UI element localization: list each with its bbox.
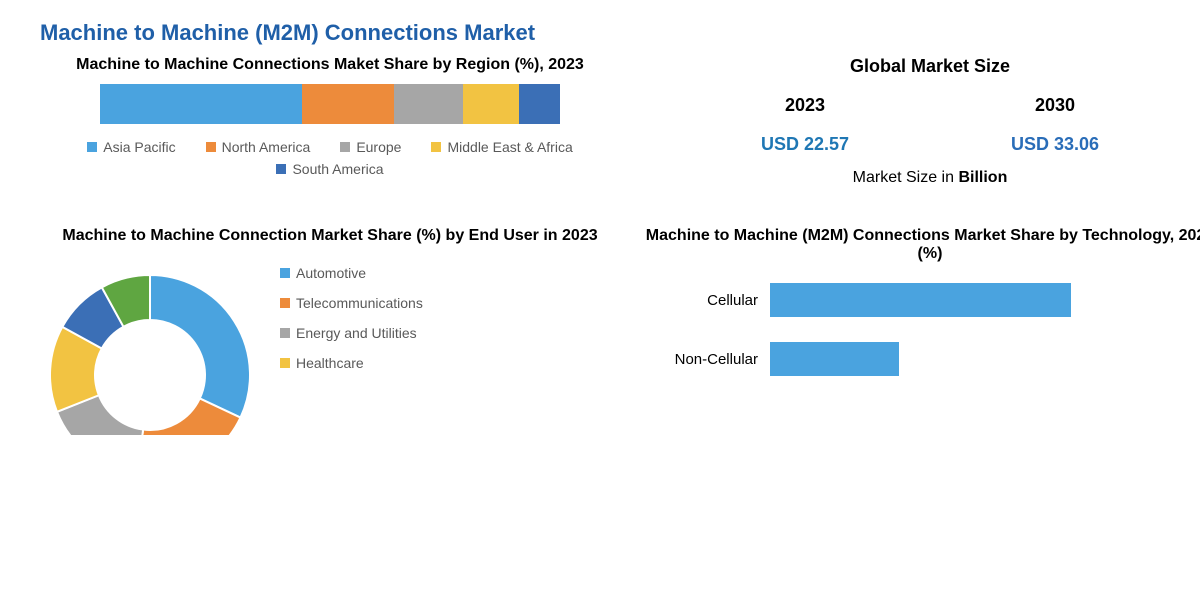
hbar-label: Cellular: [660, 292, 770, 309]
enduser-legend-item: Healthcare: [280, 355, 423, 371]
enduser-chart-title: Machine to Machine Connection Market Sha…: [40, 227, 620, 245]
legend-swatch: [206, 142, 216, 152]
year-2030: 2030: [1035, 95, 1075, 116]
legend-swatch: [431, 142, 441, 152]
region-chart: Machine to Machine Connections Maket Sha…: [40, 56, 620, 187]
hbar-fill: [770, 342, 899, 376]
region-seg-north-america: [302, 84, 394, 124]
region-legend-item: North America: [206, 139, 311, 155]
hbar-track: [770, 283, 1200, 317]
enduser-legend-item: Automotive: [280, 265, 423, 281]
donut-slice: [150, 275, 250, 418]
region-legend-item: Europe: [340, 139, 401, 155]
legend-label: North America: [222, 139, 311, 155]
legend-swatch: [276, 164, 286, 174]
unit-prefix: Market Size in: [853, 169, 959, 186]
main-title: Machine to Machine (M2M) Connections Mar…: [40, 20, 1160, 46]
unit-bold: Billion: [958, 169, 1007, 186]
hbar-label: Non-Cellular: [660, 351, 770, 368]
legend-label: Middle East & Africa: [447, 139, 572, 155]
hbar-fill: [770, 283, 1071, 317]
value-2023: USD 22.57: [761, 134, 849, 155]
enduser-legend-item: Energy and Utilities: [280, 325, 423, 341]
legend-label: Automotive: [296, 265, 366, 281]
hbar-row: Non-Cellular: [660, 342, 1200, 376]
technology-chart: Machine to Machine (M2M) Connections Mar…: [640, 227, 1200, 435]
layout-grid: Machine to Machine Connections Maket Sha…: [40, 56, 1160, 435]
legend-label: Asia Pacific: [103, 139, 175, 155]
technology-hbar-chart: Cellular Non-Cellular: [640, 273, 1200, 376]
region-seg-middle-east-africa: [463, 84, 518, 124]
legend-label: South America: [292, 161, 383, 177]
market-size-header: Global Market Size: [680, 56, 1180, 77]
legend-swatch: [280, 268, 290, 278]
enduser-legend-item: Telecommunications: [280, 295, 423, 311]
enduser-legend: Automotive Telecommunications Energy and U…: [280, 255, 423, 371]
market-size-years: 2023 2030: [680, 95, 1180, 116]
market-size-panel: Global Market Size 2023 2030 USD 22.57 U…: [640, 56, 1200, 187]
legend-swatch: [280, 298, 290, 308]
enduser-donut-section: Automotive Telecommunications Energy and U…: [40, 255, 620, 435]
legend-label: Energy and Utilities: [296, 325, 417, 341]
legend-label: Healthcare: [296, 355, 364, 371]
donut-svg: [40, 255, 260, 435]
hbar-track: [770, 342, 1200, 376]
region-legend: Asia Pacific North America Europe Middle Ea…: [40, 139, 620, 177]
enduser-chart: Machine to Machine Connection Market Sha…: [40, 227, 620, 435]
region-chart-title: Machine to Machine Connections Maket Sha…: [40, 56, 620, 74]
region-legend-item: Middle East & Africa: [431, 139, 572, 155]
legend-swatch: [340, 142, 350, 152]
technology-chart-title: Machine to Machine (M2M) Connections Mar…: [640, 227, 1200, 263]
region-seg-europe: [394, 84, 463, 124]
region-seg-south-america: [519, 84, 560, 124]
region-legend-item: Asia Pacific: [87, 139, 175, 155]
market-size-unit: Market Size in Billion: [680, 169, 1180, 187]
legend-swatch: [280, 358, 290, 368]
region-seg-asia-pacific: [100, 84, 302, 124]
legend-label: Europe: [356, 139, 401, 155]
hbar-row: Cellular: [660, 283, 1200, 317]
region-legend-item: South America: [276, 161, 383, 177]
legend-swatch: [87, 142, 97, 152]
legend-label: Telecommunications: [296, 295, 423, 311]
legend-swatch: [280, 328, 290, 338]
region-stacked-bar: [100, 84, 560, 124]
donut-wrap: [40, 255, 260, 435]
year-2023: 2023: [785, 95, 825, 116]
market-size-values: USD 22.57 USD 33.06: [680, 134, 1180, 155]
value-2030: USD 33.06: [1011, 134, 1099, 155]
